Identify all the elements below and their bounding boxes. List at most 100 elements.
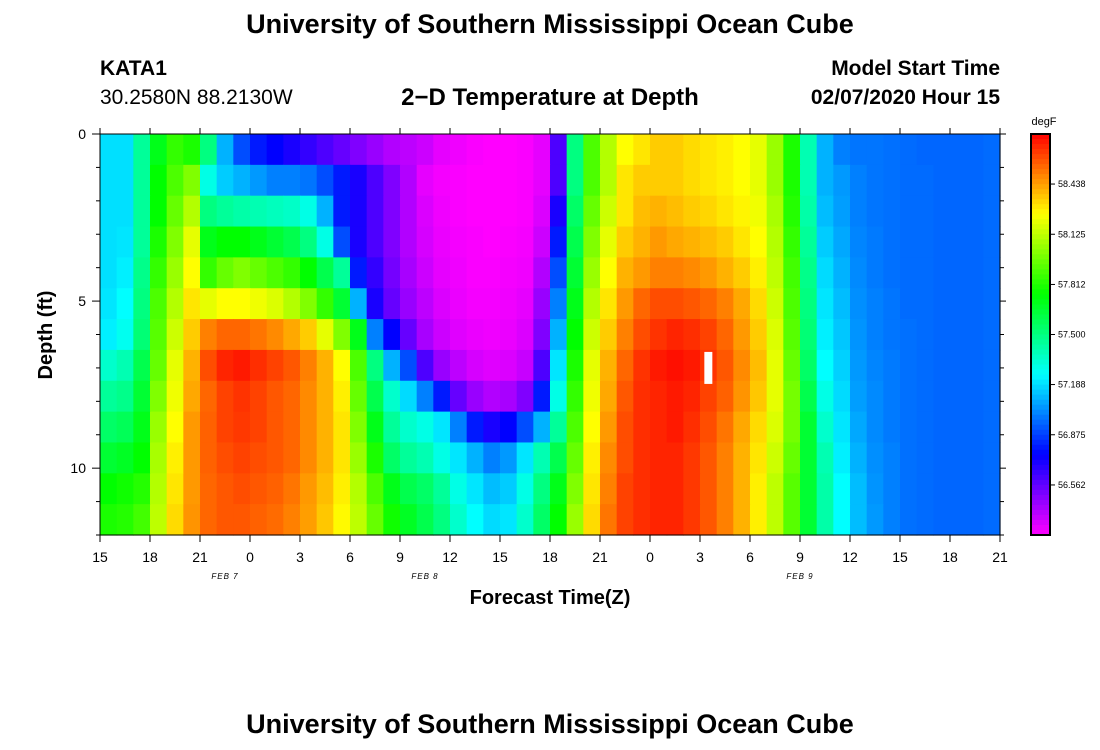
colorbar-segment (1031, 254, 1050, 260)
heatmap-cell (183, 319, 201, 351)
heatmap-cell (533, 473, 551, 505)
heatmap-cell (666, 164, 684, 197)
heatmap-cell (916, 257, 934, 289)
heatmap-cell (400, 349, 418, 382)
heatmap-cell (200, 195, 218, 228)
heatmap-cell (683, 195, 701, 228)
heatmap-cell (316, 504, 334, 536)
heatmap-cell (766, 411, 784, 444)
heatmap-cell (200, 134, 218, 166)
heatmap-cell (100, 504, 118, 536)
heatmap-cell (850, 164, 868, 197)
heatmap-cell (133, 134, 151, 166)
heatmap-cell (133, 349, 151, 382)
heatmap-cell (666, 349, 684, 382)
colorbar-segment (1031, 529, 1050, 536)
heatmap-cell (383, 195, 401, 228)
heatmap-cell (250, 473, 268, 505)
heatmap-cell (216, 349, 234, 382)
heatmap-cell (583, 164, 601, 197)
heatmap-cell (383, 226, 401, 258)
heatmap-cell (816, 349, 834, 382)
heatmap-cell (216, 319, 234, 351)
heatmap-cell (116, 442, 134, 474)
footer-title: University of Southern Mississippi Ocean… (246, 709, 854, 739)
y-axis-label: Depth (ft) (35, 291, 57, 380)
heatmap-cell (833, 442, 851, 474)
heatmap-cell (883, 226, 901, 258)
heatmap-cell (433, 473, 451, 505)
heatmap-cell (633, 411, 651, 444)
colorbar-segment (1031, 334, 1050, 341)
heatmap-cell (916, 504, 934, 536)
heatmap-cell (966, 164, 984, 197)
heatmap-cell (350, 288, 368, 320)
heatmap-cell (816, 226, 834, 258)
heatmap-cell (566, 164, 584, 197)
heatmap-cell (766, 319, 784, 351)
heatmap-cell (183, 349, 201, 382)
heatmap-cell (900, 134, 918, 166)
heatmap-cell (366, 164, 384, 197)
heatmap-cell (583, 349, 601, 382)
colorbar-segment (1031, 204, 1050, 210)
colorbar-segment (1031, 194, 1050, 200)
heatmap-cell (550, 504, 568, 536)
heatmap-cell (233, 349, 251, 382)
colorbar-segment (1031, 389, 1050, 396)
heatmap-cell (233, 195, 251, 228)
heatmap-cell (700, 257, 718, 289)
heatmap-cell (883, 164, 901, 197)
heatmap-cell (400, 473, 418, 505)
heatmap-cell (166, 257, 184, 289)
heatmap-cell (550, 134, 568, 166)
heatmap-cell (933, 164, 951, 197)
heatmap-cell (700, 195, 718, 228)
heatmap-cell (350, 380, 368, 413)
heatmap-cell (733, 504, 751, 536)
heatmap-cell (800, 380, 818, 413)
heatmap-cell (850, 257, 868, 289)
heatmap-cell (933, 442, 951, 474)
heatmap-cell (483, 134, 501, 166)
heatmap-cell (300, 134, 318, 166)
heatmap-cell (516, 504, 534, 536)
heatmap-cell (916, 195, 934, 228)
x-tick-label: 9 (796, 549, 804, 565)
heatmap-cell (383, 504, 401, 536)
colorbar-segment (1031, 449, 1050, 456)
heatmap-cell (300, 411, 318, 444)
colorbar-tick-label: 57.812 (1058, 279, 1086, 289)
x-tick-label: 0 (646, 549, 654, 565)
heatmap-cell (383, 411, 401, 444)
heatmap-cell (133, 380, 151, 413)
heatmap-cell (550, 473, 568, 505)
y-tick-label: 10 (70, 460, 86, 476)
heatmap-cell (533, 257, 551, 289)
colorbar-segment (1031, 239, 1050, 245)
heatmap-cell (700, 288, 718, 320)
colorbar-segment (1031, 499, 1050, 506)
heatmap-cell (433, 411, 451, 444)
heatmap-cell (533, 319, 551, 351)
heatmap-cell (316, 226, 334, 258)
heatmap-cell (616, 195, 634, 228)
heatmap-cell (583, 134, 601, 166)
colorbar-segment (1031, 309, 1050, 316)
heatmap-cell (983, 164, 1001, 197)
x-axis-label: Forecast Time(Z) (470, 587, 631, 609)
heatmap-cell (266, 473, 284, 505)
date-label: FEB 8 (411, 572, 438, 581)
heatmap-cell (383, 319, 401, 351)
y-tick-label: 5 (78, 293, 86, 309)
colorbar-segment (1031, 339, 1050, 346)
x-tick-label: 6 (746, 549, 754, 565)
heatmap-cell (533, 164, 551, 197)
colorbar-segment (1031, 269, 1050, 275)
heatmap-cell (883, 134, 901, 166)
heatmap-cell (350, 411, 368, 444)
heatmap-cell (500, 319, 518, 351)
heatmap-cell (383, 288, 401, 320)
colorbar-segment (1031, 249, 1050, 255)
